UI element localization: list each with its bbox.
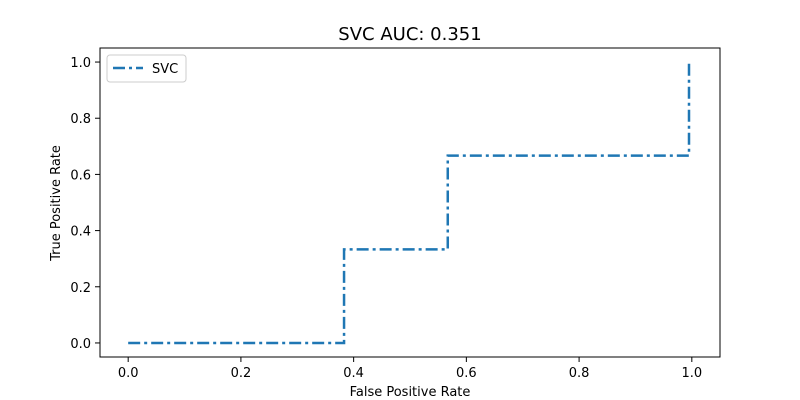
x-axis-label: False Positive Rate [350, 385, 471, 400]
y-axis-ticks: 0.0 0.2 0.4 0.6 0.8 1.0 [70, 56, 100, 352]
series-line-svc [128, 62, 691, 345]
plot-area [128, 62, 691, 345]
axes-frame [99, 47, 721, 358]
y-axis-label: True Positive Rate [49, 145, 64, 262]
x-axis-ticks: 0.0 0.2 0.4 0.6 0.8 1.0 [118, 357, 702, 381]
chart-title: SVC AUC: 0.351 [338, 24, 481, 45]
legend-label-svc: SVC [152, 62, 178, 77]
x-tick-label: 0.2 [231, 366, 252, 381]
legend-box [106, 54, 187, 83]
y-tick-label: 0.0 [70, 337, 91, 352]
y-tick-label: 0.6 [70, 168, 91, 183]
x-tick-label: 1.0 [681, 366, 702, 381]
y-tick-label: 1.0 [70, 56, 91, 71]
y-tick-label: 0.2 [70, 281, 91, 296]
legend: SVC [106, 54, 187, 83]
x-tick-label: 0.6 [456, 366, 477, 381]
y-tick-label: 0.8 [70, 112, 91, 127]
x-tick-label: 0.0 [118, 366, 139, 381]
y-tick-label: 0.4 [70, 225, 91, 240]
x-tick-label: 0.4 [343, 366, 364, 381]
x-tick-label: 0.8 [569, 366, 590, 381]
